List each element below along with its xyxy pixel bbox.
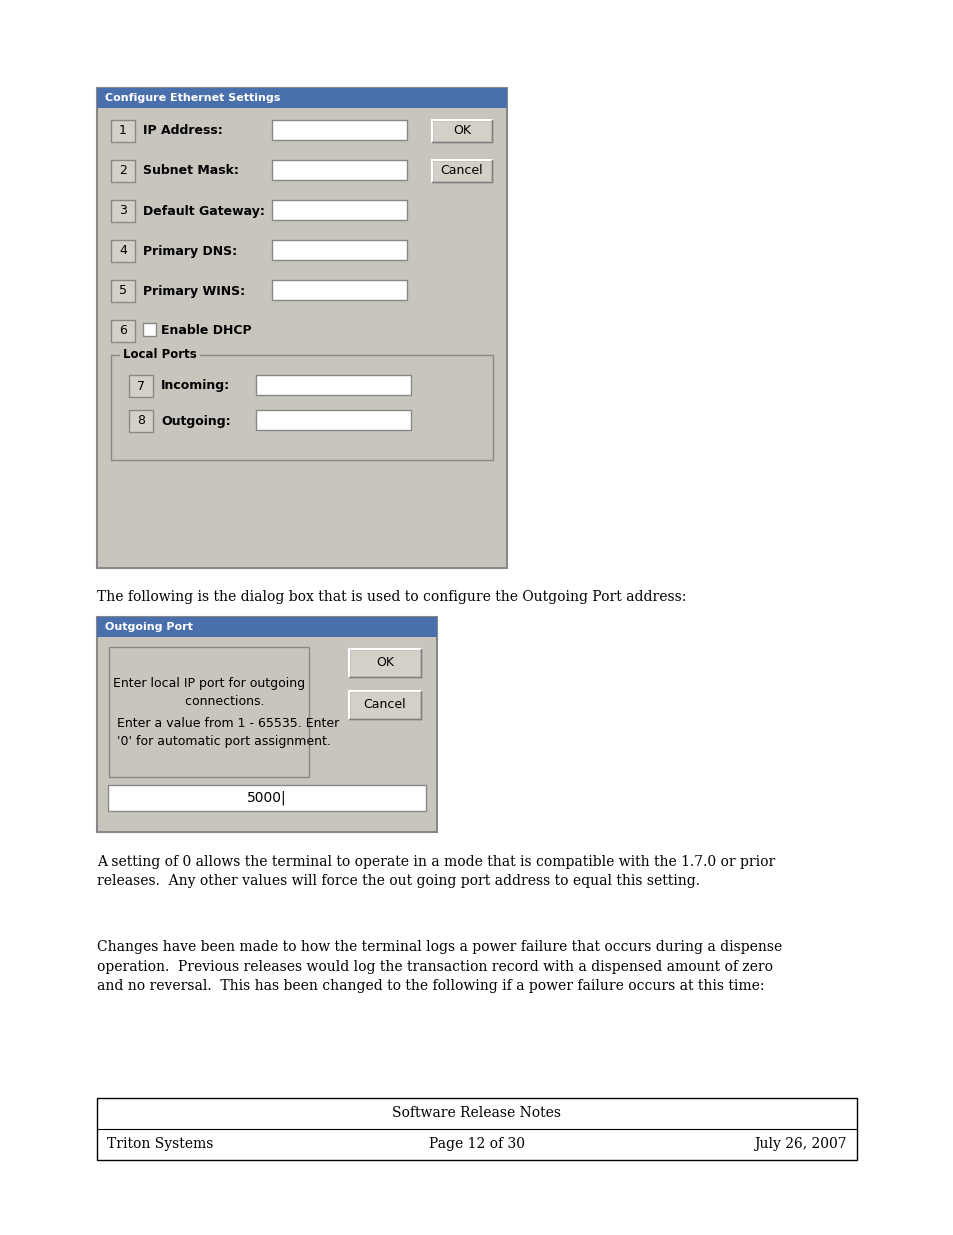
Bar [255, 410, 411, 430]
Text: Page 12 of 30: Page 12 of 30 [429, 1137, 524, 1151]
Text: 4: 4 [119, 245, 127, 258]
Bar [111, 200, 135, 222]
Text: Triton Systems: Triton Systems [107, 1137, 213, 1151]
Bar [432, 120, 492, 142]
Text: Enter a value from 1 - 65535. Enter
'0' for automatic port assignment.: Enter a value from 1 - 65535. Enter '0' … [117, 718, 339, 748]
Text: Local Ports: Local Ports [123, 348, 196, 362]
Text: Primary DNS:: Primary DNS: [143, 245, 237, 258]
Bar [111, 240, 135, 262]
Bar [111, 120, 135, 142]
Text: Cancel: Cancel [363, 699, 406, 711]
Bar [349, 692, 420, 719]
Bar [108, 785, 426, 811]
Text: 1: 1 [119, 125, 127, 137]
Bar [432, 161, 492, 182]
Bar [255, 375, 411, 395]
Text: 5000|: 5000| [247, 790, 287, 805]
Text: OK: OK [453, 125, 471, 137]
Bar [111, 280, 135, 303]
Text: 8: 8 [137, 415, 145, 427]
Text: A setting of 0 allows the terminal to operate in a mode that is compatible with : A setting of 0 allows the terminal to op… [97, 855, 775, 888]
Text: July 26, 2007: July 26, 2007 [754, 1137, 846, 1151]
Bar [111, 161, 135, 182]
Text: Outgoing Port: Outgoing Port [105, 622, 193, 632]
Text: 3: 3 [119, 205, 127, 217]
Bar [272, 280, 407, 300]
Bar [97, 1098, 856, 1160]
Text: 5: 5 [119, 284, 127, 298]
Text: 2: 2 [119, 164, 127, 178]
Bar [349, 650, 420, 677]
Bar [111, 320, 135, 342]
Bar [272, 161, 407, 180]
Text: 7: 7 [137, 379, 145, 393]
Bar [272, 240, 407, 261]
Text: OK: OK [375, 657, 394, 669]
Text: Cancel: Cancel [440, 164, 483, 178]
Bar [272, 120, 407, 140]
Text: Incoming:: Incoming: [161, 379, 230, 393]
Text: Changes have been made to how the terminal logs a power failure that occurs duri: Changes have been made to how the termin… [97, 940, 781, 993]
Text: Enable DHCP: Enable DHCP [161, 325, 252, 337]
Bar [272, 200, 407, 220]
Text: Enter local IP port for outgoing
        connections.: Enter local IP port for outgoing connect… [112, 677, 305, 708]
Text: Subnet Mask:: Subnet Mask: [143, 164, 238, 178]
Text: IP Address:: IP Address: [143, 125, 222, 137]
Bar [129, 375, 152, 396]
Bar [111, 354, 493, 459]
Bar [129, 410, 152, 432]
Bar [97, 88, 506, 107]
Bar [97, 88, 506, 568]
Text: Primary WINS:: Primary WINS: [143, 284, 245, 298]
Text: Configure Ethernet Settings: Configure Ethernet Settings [105, 93, 280, 103]
Text: Outgoing:: Outgoing: [161, 415, 231, 427]
Bar [109, 647, 309, 777]
Text: The following is the dialog box that is used to configure the Outgoing Port addr: The following is the dialog box that is … [97, 590, 685, 604]
Bar [143, 324, 156, 336]
Bar [97, 618, 436, 637]
Text: Default Gateway:: Default Gateway: [143, 205, 265, 217]
Text: 6: 6 [119, 325, 127, 337]
Text: Software Release Notes: Software Release Notes [392, 1107, 561, 1120]
Bar [97, 618, 436, 832]
